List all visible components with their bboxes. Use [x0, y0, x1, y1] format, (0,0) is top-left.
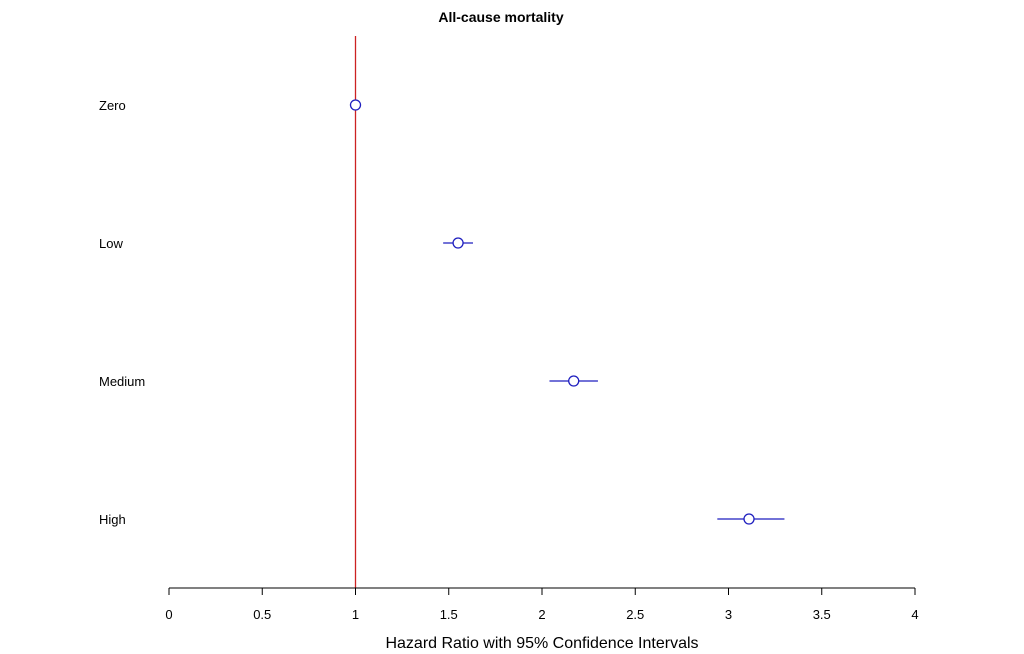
category-label-zero: Zero: [99, 98, 126, 113]
category-labels: Zero Low Medium High: [99, 98, 145, 527]
x-tick-label: 3: [725, 607, 732, 622]
point-medium: [568, 375, 580, 387]
point-zero: [349, 99, 362, 111]
x-tick-label: 3.5: [813, 607, 831, 622]
data-marks: [349, 99, 785, 525]
x-axis-label: Hazard Ratio with 95% Confidence Interva…: [385, 635, 698, 652]
x-tick-label: 2.5: [626, 607, 644, 622]
x-axis: 0 0.5 1 1.5 2 2.5 3 3.5 4: [165, 587, 919, 622]
x-tick-label: 0: [165, 607, 172, 622]
x-tick-label: 1: [352, 607, 359, 622]
x-tick-label: 4: [911, 607, 918, 622]
x-tick-label: 1.5: [440, 607, 458, 622]
category-label-high: High: [99, 512, 126, 527]
category-label-low: Low: [99, 236, 123, 251]
point-low: [452, 237, 464, 249]
category-label-medium: Medium: [99, 374, 145, 389]
x-tick-label: 2: [538, 607, 545, 622]
chart-title: All-cause mortality: [438, 9, 563, 25]
point-high: [743, 513, 755, 525]
x-tick-label: 0.5: [253, 607, 271, 622]
